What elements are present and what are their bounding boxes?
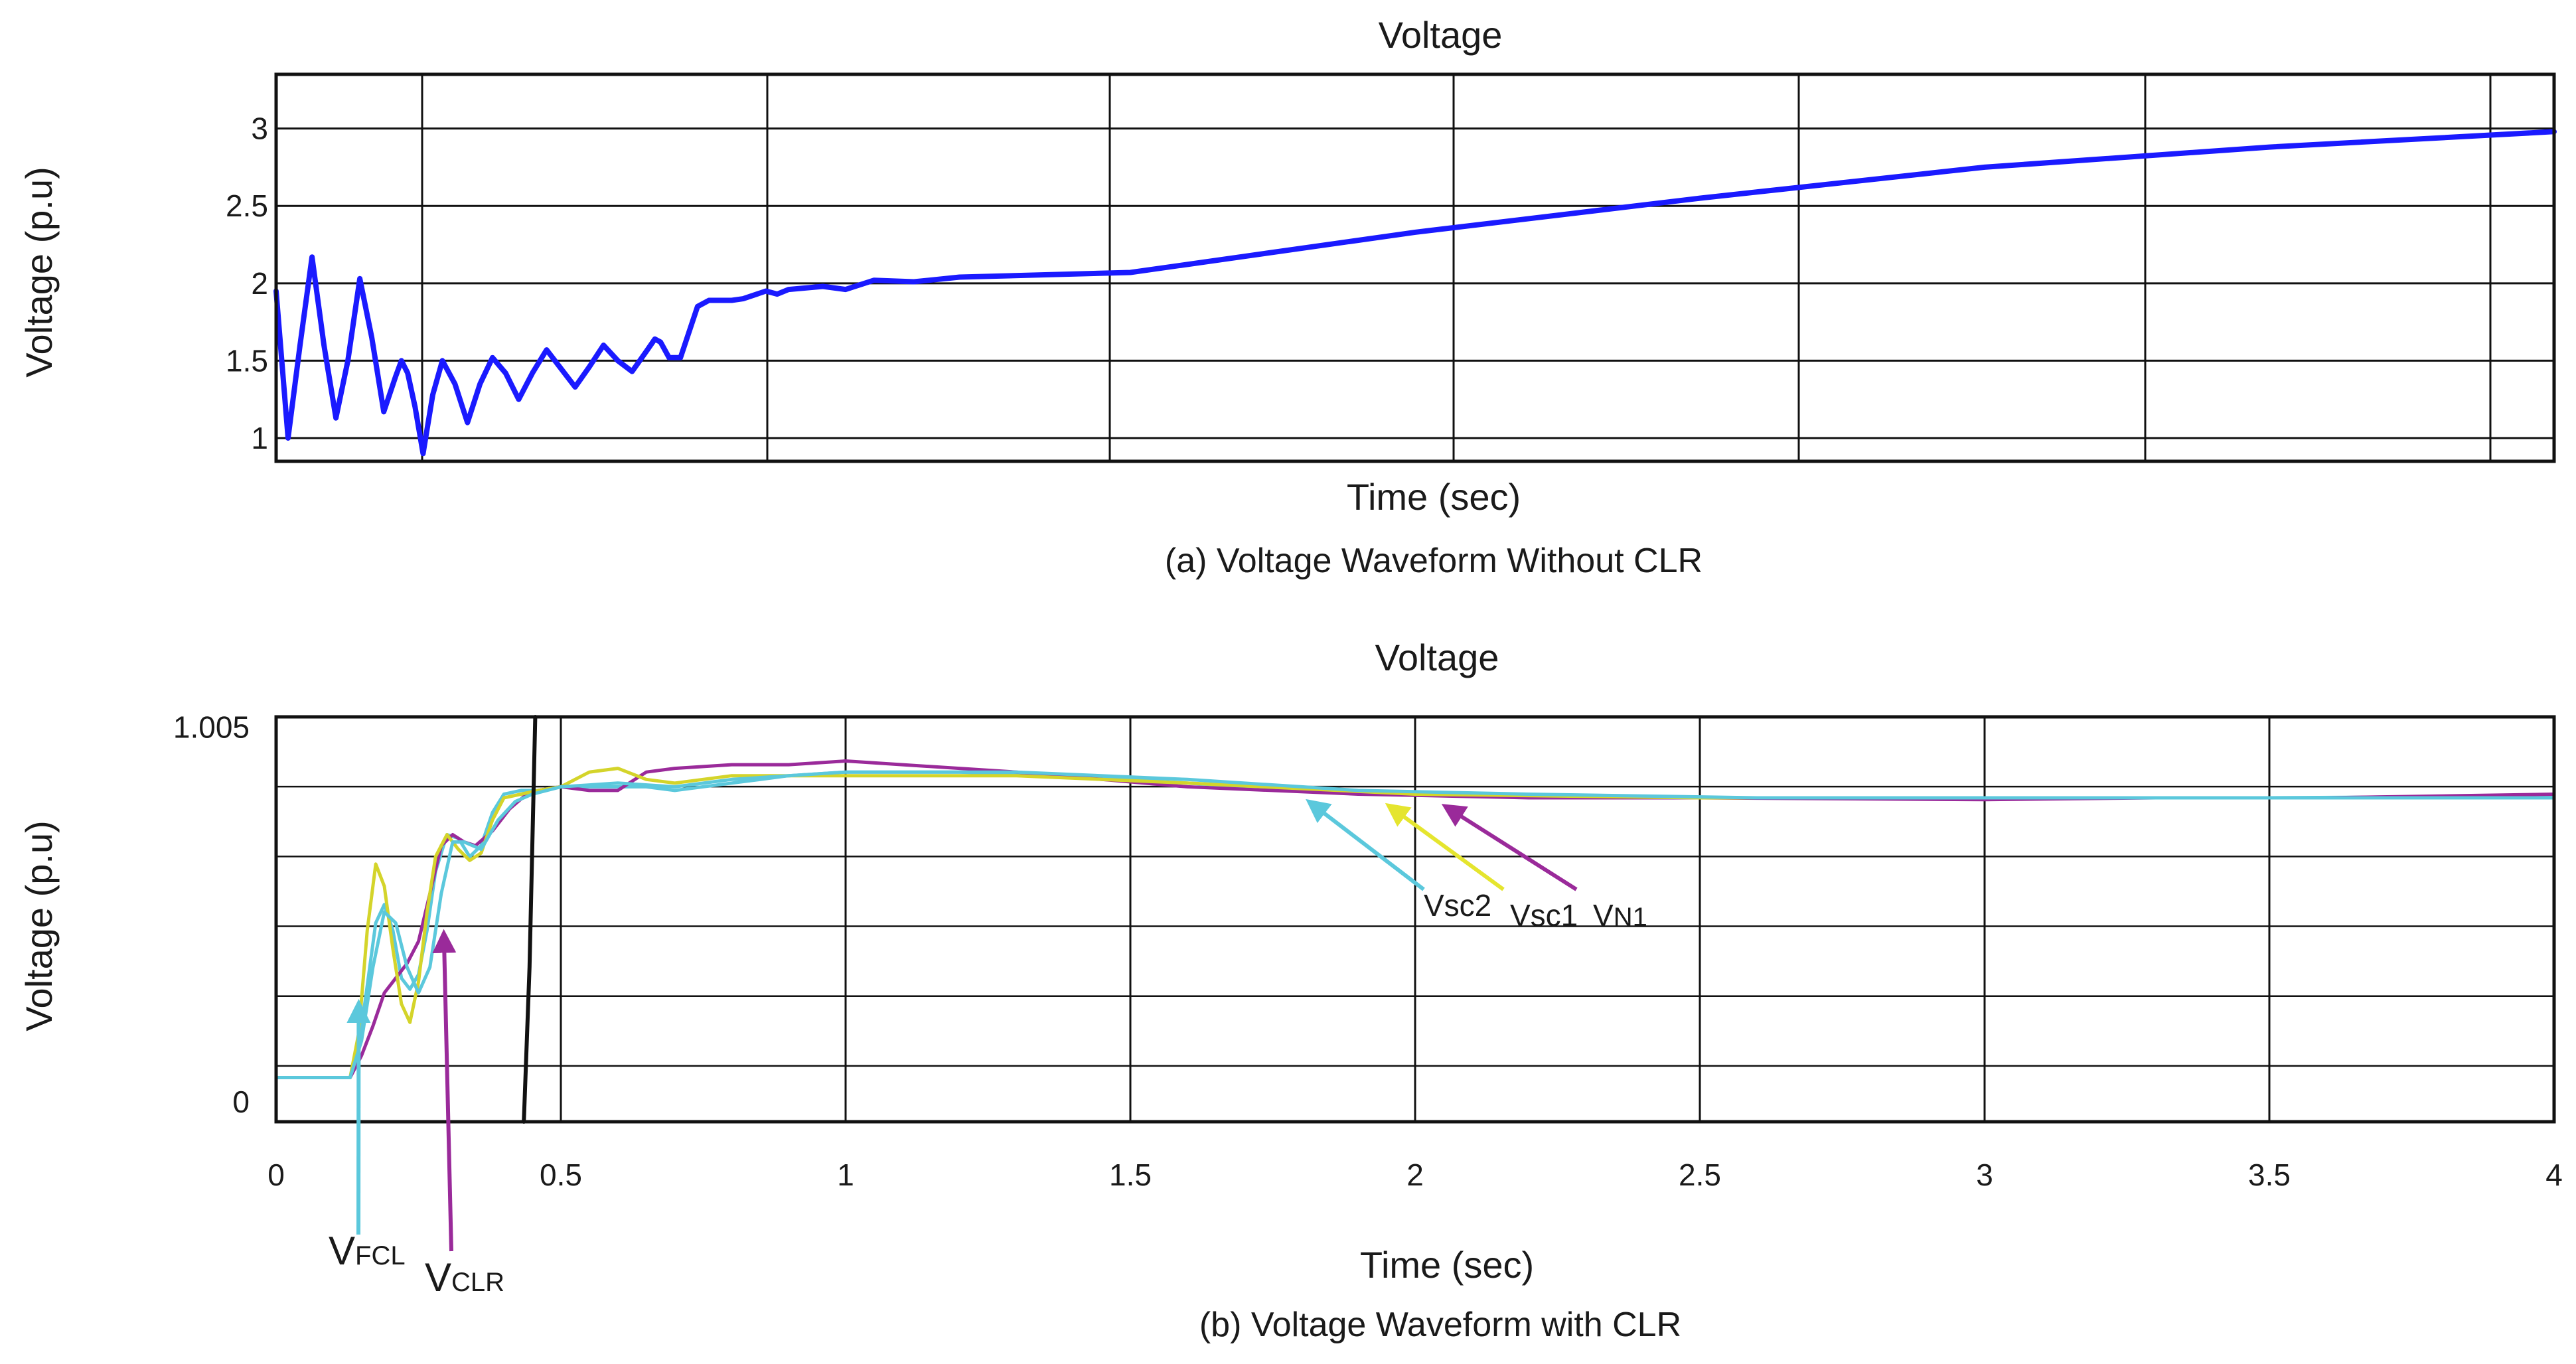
bottom-chart-title: Voltage	[1375, 637, 1499, 678]
bottom-x-tick-label: 4	[2545, 1158, 2563, 1192]
vsc2-label: Vsc2	[1424, 888, 1491, 923]
top-y-axis-label: Voltage (p.u)	[18, 167, 60, 378]
top-y-tick-label: 1.5	[226, 343, 268, 378]
vn1-label: VN1	[1593, 898, 1647, 933]
chart-top: Voltage 1 1.5 2 2.5 3 Voltage (p.u) Time (se…	[18, 14, 2557, 580]
bottom-x-tick-label: 2	[1406, 1158, 1424, 1192]
vfcl-label-sub: FCL	[355, 1241, 406, 1270]
vsc1-label: Vsc1	[1510, 898, 1578, 933]
top-chart-title: Voltage	[1379, 14, 1503, 56]
top-caption: (a) Voltage Waveform Without CLR	[1165, 542, 1703, 580]
vn1-label-main: V	[1593, 898, 1614, 933]
vsc2-line	[274, 770, 2556, 1079]
vsc2-arrow	[1306, 798, 1425, 891]
top-x-axis-label: Time (sec)	[1347, 476, 1521, 518]
vclr-label-sub: CLR	[451, 1268, 504, 1297]
bottom-plot-frame	[274, 715, 2556, 1124]
bottom-y-tick-label: 0	[232, 1085, 250, 1119]
vclr-label: VCLR	[425, 1255, 504, 1300]
vfcl-label-main: V	[329, 1229, 355, 1273]
top-grid	[276, 74, 2554, 461]
top-y-tick-labels: 1 1.5 2 2.5 3	[226, 112, 268, 455]
vclr-label-main: V	[425, 1255, 451, 1300]
bottom-y-tick-labels: 0 1.005	[173, 710, 250, 1119]
top-plot-frame	[274, 72, 2556, 463]
bottom-x-tick-label: 3	[1976, 1158, 1993, 1192]
bottom-y-axis-label: Voltage (p.u)	[18, 820, 60, 1031]
bottom-caption: (b) Voltage Waveform with CLR	[1199, 1306, 1681, 1344]
bottom-x-tick-label: 0.5	[540, 1158, 582, 1192]
top-y-tick-label: 1	[251, 421, 268, 455]
bottom-x-tick-label: 2.5	[1679, 1158, 1721, 1192]
vclr-arrow	[432, 929, 457, 1252]
vsc1-line	[274, 767, 2556, 1079]
bottom-x-tick-label: 1.5	[1109, 1158, 1152, 1192]
vertical-marker-line	[522, 715, 538, 1124]
bottom-x-axis-label: Time (sec)	[1360, 1244, 1534, 1286]
top-y-tick-label: 2.5	[226, 189, 268, 223]
bottom-grid	[276, 717, 2554, 1122]
top-y-tick-label: 3	[251, 112, 268, 146]
vn1-label-sub: N1	[1614, 903, 1647, 932]
vfcl-label: VFCL	[329, 1229, 406, 1273]
bottom-x-tick-labels: 0 0.5 1 1.5 2 2.5 3 3.5 4	[267, 1158, 2563, 1192]
bottom-x-tick-label: 0	[267, 1158, 285, 1192]
vsc1-arrow	[1385, 802, 1505, 891]
bottom-y-tick-label: 1.005	[173, 710, 250, 745]
top-series-group	[273, 129, 2557, 457]
vn1-arrow	[1441, 804, 1578, 891]
bottom-series-group	[274, 715, 2556, 1124]
bottom-x-tick-label: 3.5	[2248, 1158, 2291, 1192]
top-y-tick-label: 2	[251, 266, 268, 301]
top-voltage-line	[273, 129, 2557, 457]
chart-bottom: Voltage 01.005 0 0.5 1 1.5 2 2.5 3 3.5 4 VFCL VCL…	[18, 637, 2563, 1344]
bottom-x-tick-label: 1	[837, 1158, 854, 1192]
